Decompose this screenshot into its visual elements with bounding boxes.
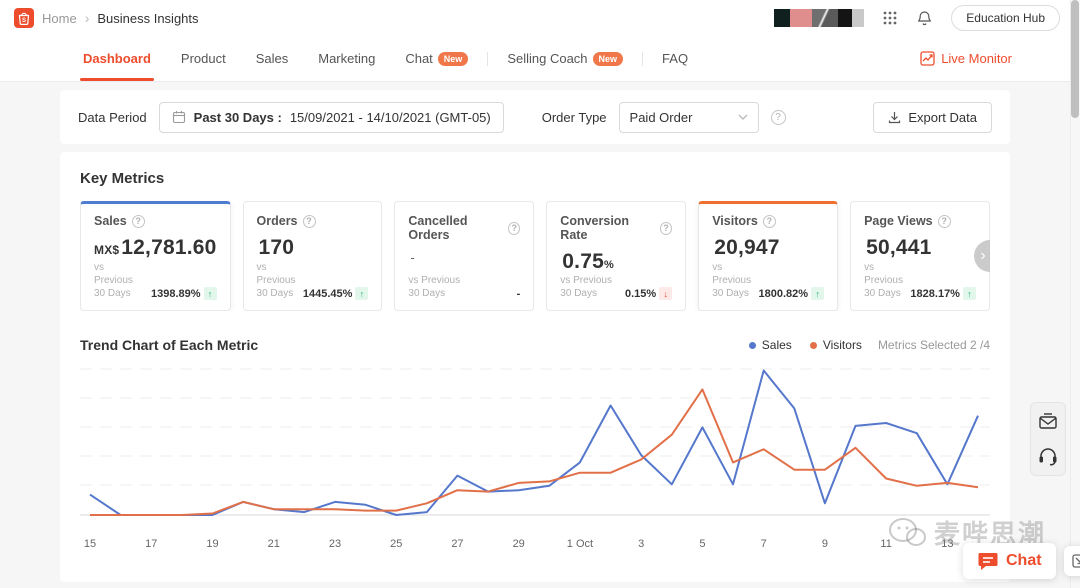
breadcrumb: Home › Business Insights bbox=[42, 10, 199, 26]
shopee-bag-icon: S bbox=[18, 12, 30, 25]
order-type-value: Paid Order bbox=[629, 109, 693, 125]
vs-previous-label: vs Previous 30 Days bbox=[256, 262, 296, 299]
education-hub-button[interactable]: Education Hub bbox=[951, 5, 1060, 31]
customer-service-button[interactable] bbox=[1037, 445, 1059, 467]
chevron-down-icon bbox=[738, 114, 748, 120]
metric-card-orders[interactable]: Orders? 170 vs Previous 30 Days 1445.45%… bbox=[242, 201, 383, 311]
trend-arrow-icon: ↓ bbox=[659, 287, 673, 300]
tab-chat[interactable]: Chat New bbox=[390, 36, 483, 81]
tab-product[interactable]: Product bbox=[180, 51, 226, 66]
live-monitor-link[interactable]: Live Monitor bbox=[920, 51, 1012, 66]
redacted-user-info bbox=[774, 9, 865, 27]
trend-chart[interactable]: 15 17 19 21 23 25 27 29 1 Oct 3 5 7 9 11 13 bbox=[80, 363, 990, 554]
page-scrollbar-track[interactable] bbox=[1070, 0, 1080, 588]
order-type-help-icon[interactable]: ? bbox=[770, 109, 786, 125]
metric-card-cancelled-orders[interactable]: Cancelled Orders? - vs Previous 30 Days … bbox=[394, 201, 535, 311]
help-icon[interactable]: ? bbox=[762, 214, 776, 228]
export-data-button[interactable]: Export Data bbox=[873, 101, 992, 133]
tab-marketing[interactable]: Marketing bbox=[318, 51, 376, 66]
vs-previous-label: vs Previous 30 Days bbox=[864, 262, 903, 299]
mail-survey-icon bbox=[1039, 413, 1057, 429]
sales-legend-dot-icon bbox=[748, 341, 756, 349]
metric-card-visitors[interactable]: Visitors? 20,947 vs Previous 30 Days 180… bbox=[698, 201, 839, 311]
apps-grid-button[interactable] bbox=[882, 10, 898, 26]
dashboard-main-card: Key Metrics Sales? MX$12,781.60 vs Previ… bbox=[60, 152, 1010, 582]
tab-faq[interactable]: FAQ bbox=[662, 51, 689, 66]
floating-side-panel bbox=[1030, 402, 1066, 476]
vs-previous-label: vs Previous 30 Days bbox=[712, 262, 752, 299]
insights-nav: Dashboard Product Sales Marketing Chat N… bbox=[0, 36, 1080, 82]
help-icon[interactable]: ? bbox=[302, 214, 316, 228]
svg-text:S: S bbox=[22, 18, 26, 24]
metric-card-sales[interactable]: Sales? MX$12,781.60 vs Previous 30 Days … bbox=[80, 201, 231, 311]
chat-button[interactable]: Chat bbox=[963, 543, 1056, 579]
legend-sales[interactable]: Sales bbox=[748, 338, 792, 352]
live-monitor-chart-icon bbox=[920, 51, 935, 66]
top-bar: S Home › Business Insights Educat bbox=[0, 0, 1080, 36]
bell-icon bbox=[918, 10, 932, 25]
key-metrics-heading: Key Metrics bbox=[80, 170, 165, 187]
breadcrumb-separator: › bbox=[84, 10, 90, 26]
vs-previous-label: vs Previous 30 Days bbox=[94, 262, 133, 299]
date-range-value: 15/09/2021 - 14/10/2021 (GMT-05) bbox=[289, 109, 491, 125]
trend-chart-canvas bbox=[80, 368, 990, 516]
trend-arrow-icon: ↑ bbox=[811, 287, 825, 300]
help-icon[interactable]: ? bbox=[131, 214, 145, 228]
order-type-select[interactable]: Paid Order bbox=[618, 101, 759, 133]
shopee-logo[interactable]: S bbox=[14, 8, 34, 28]
new-badge: New bbox=[592, 51, 624, 66]
download-icon bbox=[889, 111, 901, 123]
date-range-picker[interactable]: Past 30 Days : 15/09/2021 - 14/10/2021 (… bbox=[158, 101, 504, 133]
feedback-survey-button[interactable] bbox=[1038, 411, 1058, 431]
apps-grid-icon bbox=[883, 11, 897, 25]
chart-x-axis-labels: 15 17 19 21 23 25 27 29 1 Oct 3 5 7 9 11 13 bbox=[83, 538, 954, 550]
tab-dashboard[interactable]: Dashboard bbox=[68, 36, 166, 81]
tab-sales[interactable]: Sales bbox=[255, 51, 289, 66]
vs-previous-label: vs Previous 30 Days bbox=[408, 275, 461, 299]
help-icon[interactable]: ? bbox=[508, 221, 521, 235]
metrics-carousel-next-button[interactable]: › bbox=[974, 240, 990, 272]
chat-bubble-icon bbox=[978, 553, 998, 570]
trend-chart-heading: Trend Chart of Each Metric bbox=[80, 337, 259, 353]
visitors-legend-dot-icon bbox=[809, 341, 817, 349]
breadcrumb-current: Business Insights bbox=[97, 10, 199, 26]
trend-arrow-icon: ↑ bbox=[962, 287, 976, 300]
notifications-button[interactable] bbox=[916, 10, 933, 27]
tab-selling-coach[interactable]: Selling Coach New bbox=[492, 36, 638, 81]
key-metrics-row: Sales? MX$12,781.60 vs Previous 30 Days … bbox=[80, 201, 990, 311]
help-icon[interactable]: ? bbox=[659, 221, 673, 235]
metric-card-page-views[interactable]: Page Views? 50,441 vs Previous 30 Days 1… bbox=[850, 201, 990, 311]
chat-popout-button[interactable] bbox=[1063, 546, 1080, 576]
legend-visitors[interactable]: Visitors bbox=[809, 338, 862, 352]
chat-button-label: Chat bbox=[1006, 552, 1042, 569]
order-type-label: Order Type bbox=[541, 109, 607, 125]
chat-widget: Chat bbox=[963, 543, 1080, 579]
filter-bar: Data Period Past 30 Days : 15/09/2021 - … bbox=[60, 90, 1010, 144]
help-icon[interactable]: ? bbox=[937, 214, 951, 228]
new-badge: New bbox=[437, 51, 469, 66]
trend-arrow-icon: ↑ bbox=[355, 287, 369, 300]
popout-arrow-icon bbox=[1071, 554, 1080, 568]
nav-divider bbox=[487, 51, 489, 66]
vs-previous-label: vs Previous 30 Days bbox=[560, 275, 612, 299]
page-scrollbar-thumb[interactable] bbox=[1071, 0, 1079, 118]
data-period-label: Data Period bbox=[78, 109, 147, 125]
metrics-selected-counter: Metrics Selected 2 /4 bbox=[877, 338, 990, 352]
nav-divider bbox=[642, 51, 644, 66]
trend-arrow-icon: ↑ bbox=[203, 287, 217, 300]
date-range-preset: Past 30 Days : bbox=[193, 109, 282, 125]
calendar-icon bbox=[172, 111, 185, 124]
headset-icon bbox=[1039, 448, 1057, 466]
chart-legend: Sales Visitors bbox=[748, 338, 862, 352]
metric-card-conversion-rate[interactable]: Conversion Rate? 0.75% vs Previous 30 Da… bbox=[546, 201, 687, 311]
breadcrumb-home[interactable]: Home bbox=[42, 10, 77, 26]
